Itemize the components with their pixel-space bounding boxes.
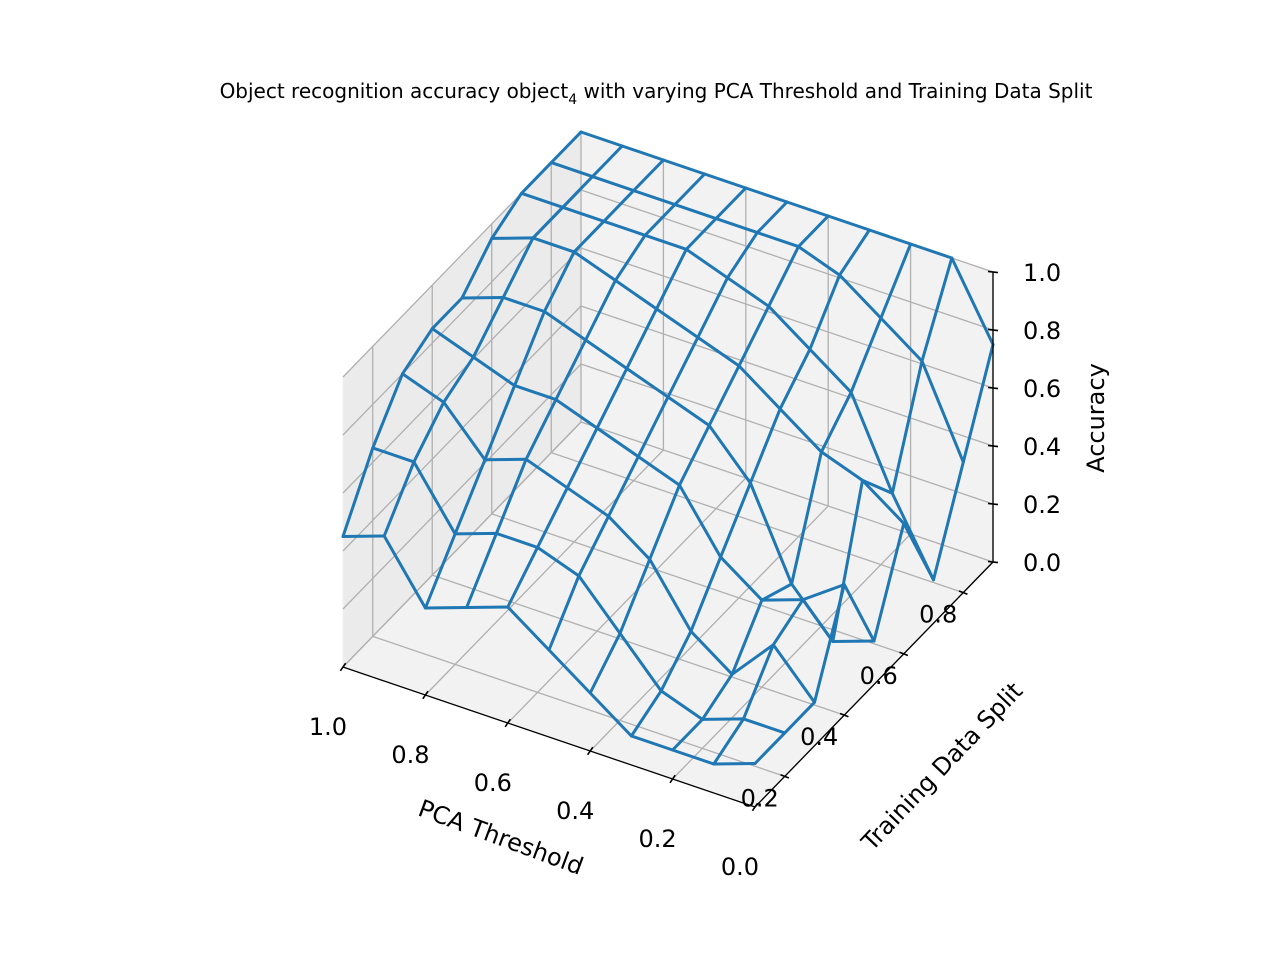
wire-threshold-line — [547, 200, 789, 652]
axis-panes — [342, 130, 994, 808]
z-tick-label: 0.2 — [1023, 491, 1061, 519]
y-tick — [958, 590, 968, 595]
grid-y-floor — [372, 635, 785, 777]
grid-z-left — [342, 363, 582, 610]
y-tick — [780, 774, 790, 779]
y-tick — [899, 651, 909, 657]
x-tick-label: 0.2 — [639, 825, 677, 853]
y-axis-line — [754, 561, 994, 808]
y-tick — [839, 712, 849, 718]
x-tick-label: 1.0 — [309, 713, 347, 741]
wireframe-surface — [341, 130, 995, 766]
grid-x-floor — [424, 449, 664, 696]
wire-threshold-line — [588, 214, 830, 695]
x-tick — [751, 802, 759, 812]
y-axis-label: Training Data Split — [855, 677, 1028, 857]
x-tick — [504, 718, 512, 728]
grid-z-left — [342, 421, 582, 668]
x-tick-label: 0.6 — [474, 769, 512, 797]
grid-x-floor — [589, 505, 829, 752]
z-tick — [987, 560, 999, 564]
z-tick — [987, 502, 999, 506]
chart-title-rest: with varying PCA Threshold and Training … — [577, 79, 1092, 103]
z-tick-label: 0.0 — [1023, 549, 1061, 577]
axes: 1.0 0.8 0.6 0.4 0.2 0.0 0.2 0.4 0.6 0.8 0.0 0.2 0.4 0… — [309, 259, 1061, 881]
x-tick — [669, 774, 676, 784]
wire-threshold-line — [629, 228, 871, 738]
chart-title-subscript: 4 — [568, 92, 577, 108]
z-tick-label: 1.0 — [1023, 259, 1061, 287]
grid-z-back — [580, 189, 994, 331]
y-tick-label: 0.8 — [919, 601, 957, 629]
wire-threshold-line — [341, 130, 583, 538]
wire-threshold-line — [753, 343, 995, 765]
wire-threshold-line — [465, 172, 707, 609]
x-tick — [586, 746, 594, 756]
z-tick — [987, 270, 999, 274]
z-tick-label: 0.6 — [1023, 375, 1061, 403]
grid-z-back — [580, 363, 994, 505]
wire-threshold-line — [382, 144, 624, 538]
z-axis-label: Accuracy — [1082, 363, 1110, 473]
x-tick — [422, 690, 429, 700]
grid-y-floor — [551, 452, 964, 594]
wire-threshold-line — [506, 186, 748, 609]
grid-z-back — [580, 305, 994, 447]
wire-threshold-line — [712, 256, 954, 766]
x-tick — [339, 662, 347, 672]
x-axis-line — [342, 666, 756, 808]
grid-x-floor — [507, 477, 747, 724]
z-tick — [987, 444, 999, 448]
grid-y-floor — [432, 574, 845, 716]
chart-title-main: Object recognition accuracy object — [220, 79, 569, 103]
z-tick-label: 0.8 — [1023, 317, 1061, 345]
z-tick — [987, 328, 999, 332]
x-tick-label: 0.8 — [391, 741, 429, 769]
chart-title: Object recognition accuracy object4 with… — [220, 79, 1093, 108]
x-tick-label: 0.4 — [556, 797, 594, 825]
wire-threshold-line — [671, 242, 913, 752]
x-tick-label: 0.0 — [721, 853, 759, 881]
y-tick-label: 0.2 — [741, 784, 779, 812]
grid-z-back — [580, 421, 994, 563]
z-tick-label: 0.4 — [1023, 433, 1061, 461]
z-tick — [987, 386, 999, 390]
y-tick-label: 0.6 — [860, 662, 898, 690]
grid-x-floor — [672, 533, 912, 780]
y-tick-label: 0.4 — [800, 723, 838, 751]
wire-threshold-line — [423, 158, 665, 610]
